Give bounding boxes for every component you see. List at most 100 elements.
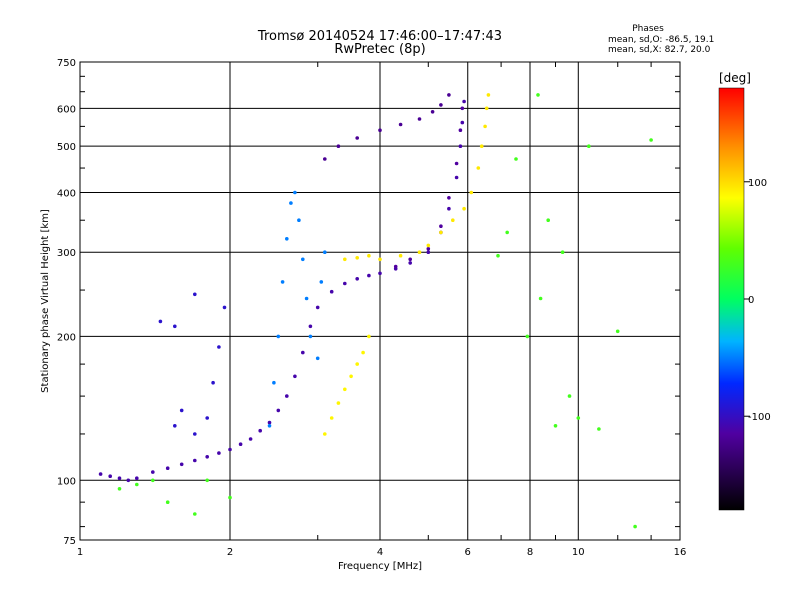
data-point bbox=[343, 387, 347, 392]
data-point bbox=[343, 257, 347, 262]
data-point bbox=[633, 524, 637, 529]
x-axis-label: Frequency [MHz] bbox=[338, 561, 422, 572]
y-tick-label: 750 bbox=[57, 58, 76, 69]
data-point bbox=[293, 190, 297, 195]
data-point bbox=[426, 250, 431, 254]
colorbar-tick-label: -100 bbox=[748, 412, 771, 423]
data-point bbox=[393, 264, 398, 269]
data-point bbox=[135, 482, 139, 487]
data-point bbox=[267, 420, 272, 425]
data-point bbox=[117, 487, 122, 491]
y-tick-label: 75 bbox=[63, 536, 76, 547]
data-point bbox=[417, 117, 422, 121]
data-point bbox=[615, 329, 620, 334]
data-point bbox=[483, 124, 487, 129]
data-points bbox=[98, 93, 653, 529]
data-point bbox=[117, 476, 122, 481]
data-point bbox=[454, 175, 459, 180]
data-point bbox=[304, 296, 309, 301]
data-point bbox=[439, 103, 443, 107]
x-tick-label: 16 bbox=[674, 547, 687, 558]
data-point bbox=[469, 190, 474, 195]
data-point bbox=[222, 305, 227, 310]
data-point bbox=[289, 201, 293, 205]
data-point bbox=[238, 442, 243, 447]
data-point bbox=[308, 334, 313, 339]
plot-area: 1 2 4 6 8 10 16 75 100 200 300 400 500 600 750 bbox=[57, 58, 686, 558]
colorbar-tick-label: 100 bbox=[748, 178, 767, 189]
data-point bbox=[211, 380, 215, 385]
data-point bbox=[514, 157, 518, 161]
data-point bbox=[454, 161, 459, 166]
x-tick-label: 1 bbox=[77, 547, 83, 558]
y-tick-label: 100 bbox=[57, 476, 76, 487]
data-point bbox=[323, 250, 327, 254]
data-point bbox=[217, 451, 221, 455]
data-point bbox=[417, 250, 422, 254]
plot-frame bbox=[79, 61, 681, 541]
data-point bbox=[228, 447, 232, 452]
data-point bbox=[323, 157, 327, 161]
data-point bbox=[293, 374, 297, 379]
data-point bbox=[165, 466, 170, 471]
phases-line-o: mean, sd,O: -86.5, 19.1 bbox=[608, 35, 714, 45]
data-point bbox=[280, 280, 285, 284]
data-point bbox=[546, 218, 550, 222]
data-point bbox=[538, 296, 543, 301]
data-point bbox=[398, 122, 403, 127]
data-point bbox=[525, 334, 530, 339]
x-tick-label: 10 bbox=[572, 547, 585, 558]
data-point bbox=[135, 476, 139, 481]
data-point bbox=[587, 144, 591, 148]
phases-title: Phases bbox=[632, 24, 664, 34]
data-point bbox=[336, 401, 341, 405]
grid-lines bbox=[80, 62, 680, 540]
data-point bbox=[553, 424, 558, 428]
data-point bbox=[205, 455, 209, 459]
y-axis-ticks: 75 100 200 300 400 500 600 750 bbox=[57, 58, 680, 547]
data-point bbox=[496, 253, 500, 258]
data-point bbox=[355, 136, 360, 140]
colorbar-tick-label: 0 bbox=[748, 295, 754, 306]
data-point bbox=[173, 424, 177, 428]
x-tick-label: 4 bbox=[377, 547, 383, 558]
data-point bbox=[426, 247, 431, 251]
data-point bbox=[193, 292, 197, 297]
data-point bbox=[597, 427, 601, 431]
data-point bbox=[329, 416, 334, 420]
y-axis-label: Stationary phase Virtual Height [km] bbox=[40, 209, 51, 393]
data-point bbox=[479, 144, 484, 148]
data-point bbox=[460, 106, 465, 111]
x-axis-ticks: 1 2 4 6 8 10 16 bbox=[77, 62, 687, 558]
data-point bbox=[367, 253, 371, 258]
data-point bbox=[301, 257, 305, 262]
y-tick-label: 500 bbox=[57, 142, 76, 153]
data-point bbox=[430, 110, 435, 114]
data-point bbox=[205, 416, 209, 420]
data-point bbox=[484, 106, 489, 111]
data-point bbox=[323, 432, 327, 436]
data-point bbox=[367, 273, 371, 278]
data-point bbox=[536, 93, 540, 97]
data-point bbox=[151, 470, 155, 474]
data-point bbox=[179, 408, 184, 413]
data-point bbox=[193, 512, 197, 516]
data-point bbox=[205, 478, 209, 483]
data-point bbox=[367, 334, 371, 339]
data-point bbox=[343, 281, 347, 286]
x-tick-label: 6 bbox=[465, 547, 471, 558]
data-point bbox=[285, 394, 289, 398]
data-point bbox=[476, 166, 481, 170]
chart-subtitle: RwPretec (8p) bbox=[334, 42, 425, 57]
y-tick-label: 600 bbox=[57, 104, 76, 115]
data-point bbox=[408, 257, 413, 262]
data-point bbox=[336, 144, 341, 148]
data-point bbox=[272, 380, 276, 385]
data-point bbox=[486, 93, 491, 97]
data-point bbox=[297, 218, 301, 222]
x-tick-label: 8 bbox=[527, 547, 533, 558]
data-point bbox=[329, 289, 334, 294]
data-point bbox=[248, 437, 253, 441]
data-point bbox=[447, 196, 451, 200]
data-point bbox=[426, 243, 431, 248]
